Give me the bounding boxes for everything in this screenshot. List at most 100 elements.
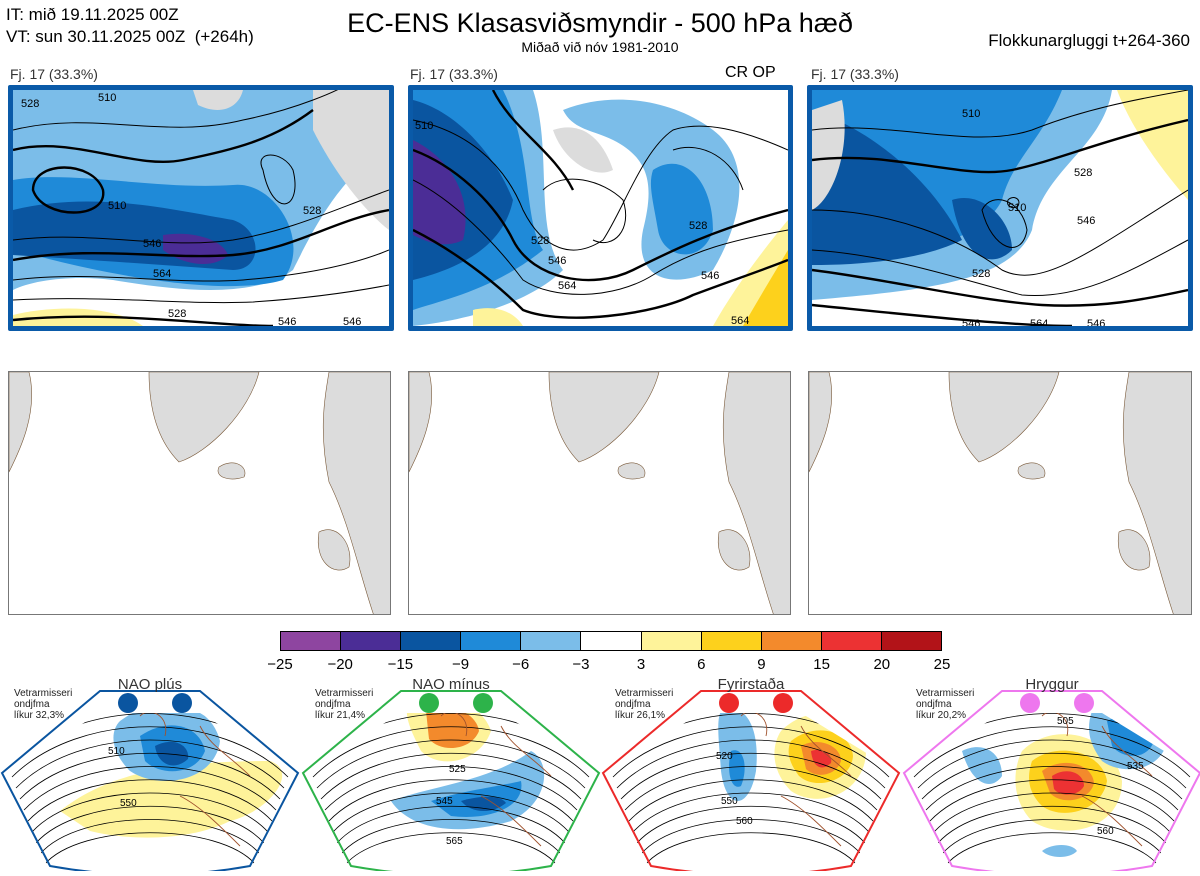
regime-title: Hryggur — [1025, 676, 1079, 693]
regime-map: Hryggur Vetrarmisseri ondjfma líkur 20,2%… — [902, 676, 1200, 876]
colorbar-swatch — [281, 632, 342, 650]
contour-label: 545 — [436, 796, 453, 807]
regime-probability-note: Vetrarmisseri ondjfma líkur 21,4% — [315, 688, 374, 721]
cluster-map-2: 510 528 546 528 546 564 564 — [408, 85, 793, 331]
empty-map-3-graphic — [809, 372, 1191, 614]
colorbar-swatch — [701, 632, 762, 650]
contour-label: 528 — [168, 308, 187, 320]
colorbar-swatch — [821, 632, 882, 650]
colorbar — [280, 631, 942, 651]
regime-probability-note: Vetrarmisseri ondjfma líkur 20,2% — [916, 688, 975, 721]
cluster-map-2-graphic — [413, 90, 788, 326]
contour-label: 510 — [98, 92, 117, 104]
empty-map-1-graphic — [9, 372, 390, 614]
contour-label: 550 — [721, 796, 738, 807]
panel-2-tag: CR OP — [725, 64, 776, 81]
cluster-map-1: 528 510 510 528 546 564 528 546 546 — [8, 85, 394, 331]
colorbar-swatch — [521, 632, 582, 650]
contour-label: 528 — [689, 220, 708, 232]
contour-label: 510 — [108, 746, 125, 757]
regime-fan-graphic — [0, 690, 300, 876]
page-title: EC-ENS Klasasviðsmyndir - 500 hPa hæð — [347, 8, 853, 38]
colorbar-swatch — [881, 632, 942, 650]
colorbar-tick-label: 9 — [757, 656, 766, 673]
contour-label: 510 — [108, 200, 127, 212]
colorbar-tick-label: 25 — [933, 656, 951, 673]
classification-window: Flokkunargluggi t+264-360 — [988, 31, 1190, 50]
regime-probability-note: Vetrarmisseri ondjfma líkur 32,3% — [14, 688, 73, 721]
contour-label: 564 — [1030, 318, 1049, 330]
colorbar-tick-label: −20 — [327, 656, 353, 673]
contour-label: 546 — [1077, 215, 1096, 227]
cluster-map-1-graphic — [13, 90, 389, 326]
empty-map-2 — [408, 371, 791, 615]
regime-marker — [773, 693, 793, 713]
regime-marker — [419, 693, 439, 713]
contour-label: 535 — [1127, 761, 1144, 772]
contour-label: 546 — [548, 255, 567, 267]
contour-label: 510 — [1008, 202, 1027, 214]
regime-marker — [473, 693, 493, 713]
contour-label: 546 — [143, 238, 162, 250]
valid-time-line: VT: sun 30.11.2025 00Z (+264h) — [6, 27, 254, 46]
contour-label: 510 — [962, 108, 981, 120]
contour-label: 564 — [731, 315, 750, 327]
regime-marker — [172, 693, 192, 713]
panel-1-label: Fj. 17 (33.3%) — [10, 66, 98, 82]
regime-marker — [719, 693, 739, 713]
colorbar-swatch — [761, 632, 822, 650]
colorbar-tick-label: 15 — [813, 656, 830, 673]
panel-2-label: Fj. 17 (33.3%) — [410, 66, 498, 82]
contour-label: 546 — [1087, 318, 1106, 330]
colorbar-swatch — [341, 632, 402, 650]
contour-label: 546 — [343, 316, 362, 328]
contour-label: 528 — [21, 98, 40, 110]
regime-fan-graphic — [301, 690, 601, 876]
regime-marker — [1074, 693, 1094, 713]
contour-label: 565 — [446, 836, 463, 847]
contour-label: 528 — [972, 268, 991, 280]
regime-title: NAO plús — [117, 676, 183, 693]
regime-fan-graphic — [601, 690, 901, 876]
colorbar-tick-label: −15 — [387, 656, 414, 673]
contour-label: 550 — [120, 798, 137, 809]
contour-label: 546 — [701, 270, 720, 282]
panel-3-label: Fj. 17 (33.3%) — [811, 66, 899, 82]
empty-map-1 — [8, 371, 391, 615]
regime-map: Fyrirstaða Vetrarmisseri ondjfma líkur 26… — [601, 676, 901, 876]
contour-label: 564 — [153, 268, 172, 280]
colorbar-swatch — [581, 632, 642, 650]
contour-label: 525 — [449, 764, 466, 775]
contour-label: 546 — [962, 318, 981, 330]
colorbar-tick-label: 6 — [697, 656, 706, 673]
colorbar-tick-label: −9 — [451, 656, 470, 673]
regime-marker — [1020, 693, 1040, 713]
cluster-map-3-graphic — [812, 90, 1188, 326]
colorbar-swatch — [641, 632, 702, 650]
colorbar-tick-label: −3 — [572, 656, 590, 673]
colorbar-tick-label: 20 — [873, 656, 891, 673]
colorbar-tick-label: −25 — [267, 656, 293, 673]
colorbar-swatch — [401, 632, 462, 650]
regime-title: Fyrirstaða — [717, 676, 785, 693]
regime-probability-note: Vetrarmisseri ondjfma líkur 26,1% — [615, 688, 674, 721]
regime-map: NAO mínus Vetrarmisseri ondjfma líkur 21,… — [301, 676, 601, 876]
contour-label: 510 — [415, 120, 434, 132]
empty-map-3 — [808, 371, 1192, 615]
contour-label: 505 — [1057, 716, 1074, 727]
regime-map: NAO plús Vetrarmisseri ondjfma líkur 32,3… — [0, 676, 300, 876]
page-subtitle: Miðað við nóv 1981-2010 — [521, 39, 679, 55]
cluster-map-3: 510 528 510 528 546 546 546 564 — [807, 85, 1193, 331]
contour-label: 528 — [1074, 167, 1093, 179]
colorbar-tick-label: −6 — [512, 656, 530, 673]
contour-label: 528 — [531, 235, 550, 247]
colorbar-tick-label: 3 — [636, 656, 646, 673]
contour-label: 546 — [278, 316, 297, 328]
contour-label: 560 — [1097, 826, 1114, 837]
empty-map-2-graphic — [409, 372, 790, 614]
regime-marker — [118, 693, 138, 713]
colorbar-swatch — [461, 632, 522, 650]
issue-time-line: IT: mið 19.11.2025 00Z — [6, 5, 179, 24]
contour-label: 520 — [716, 751, 733, 762]
contour-label: 560 — [736, 816, 753, 827]
